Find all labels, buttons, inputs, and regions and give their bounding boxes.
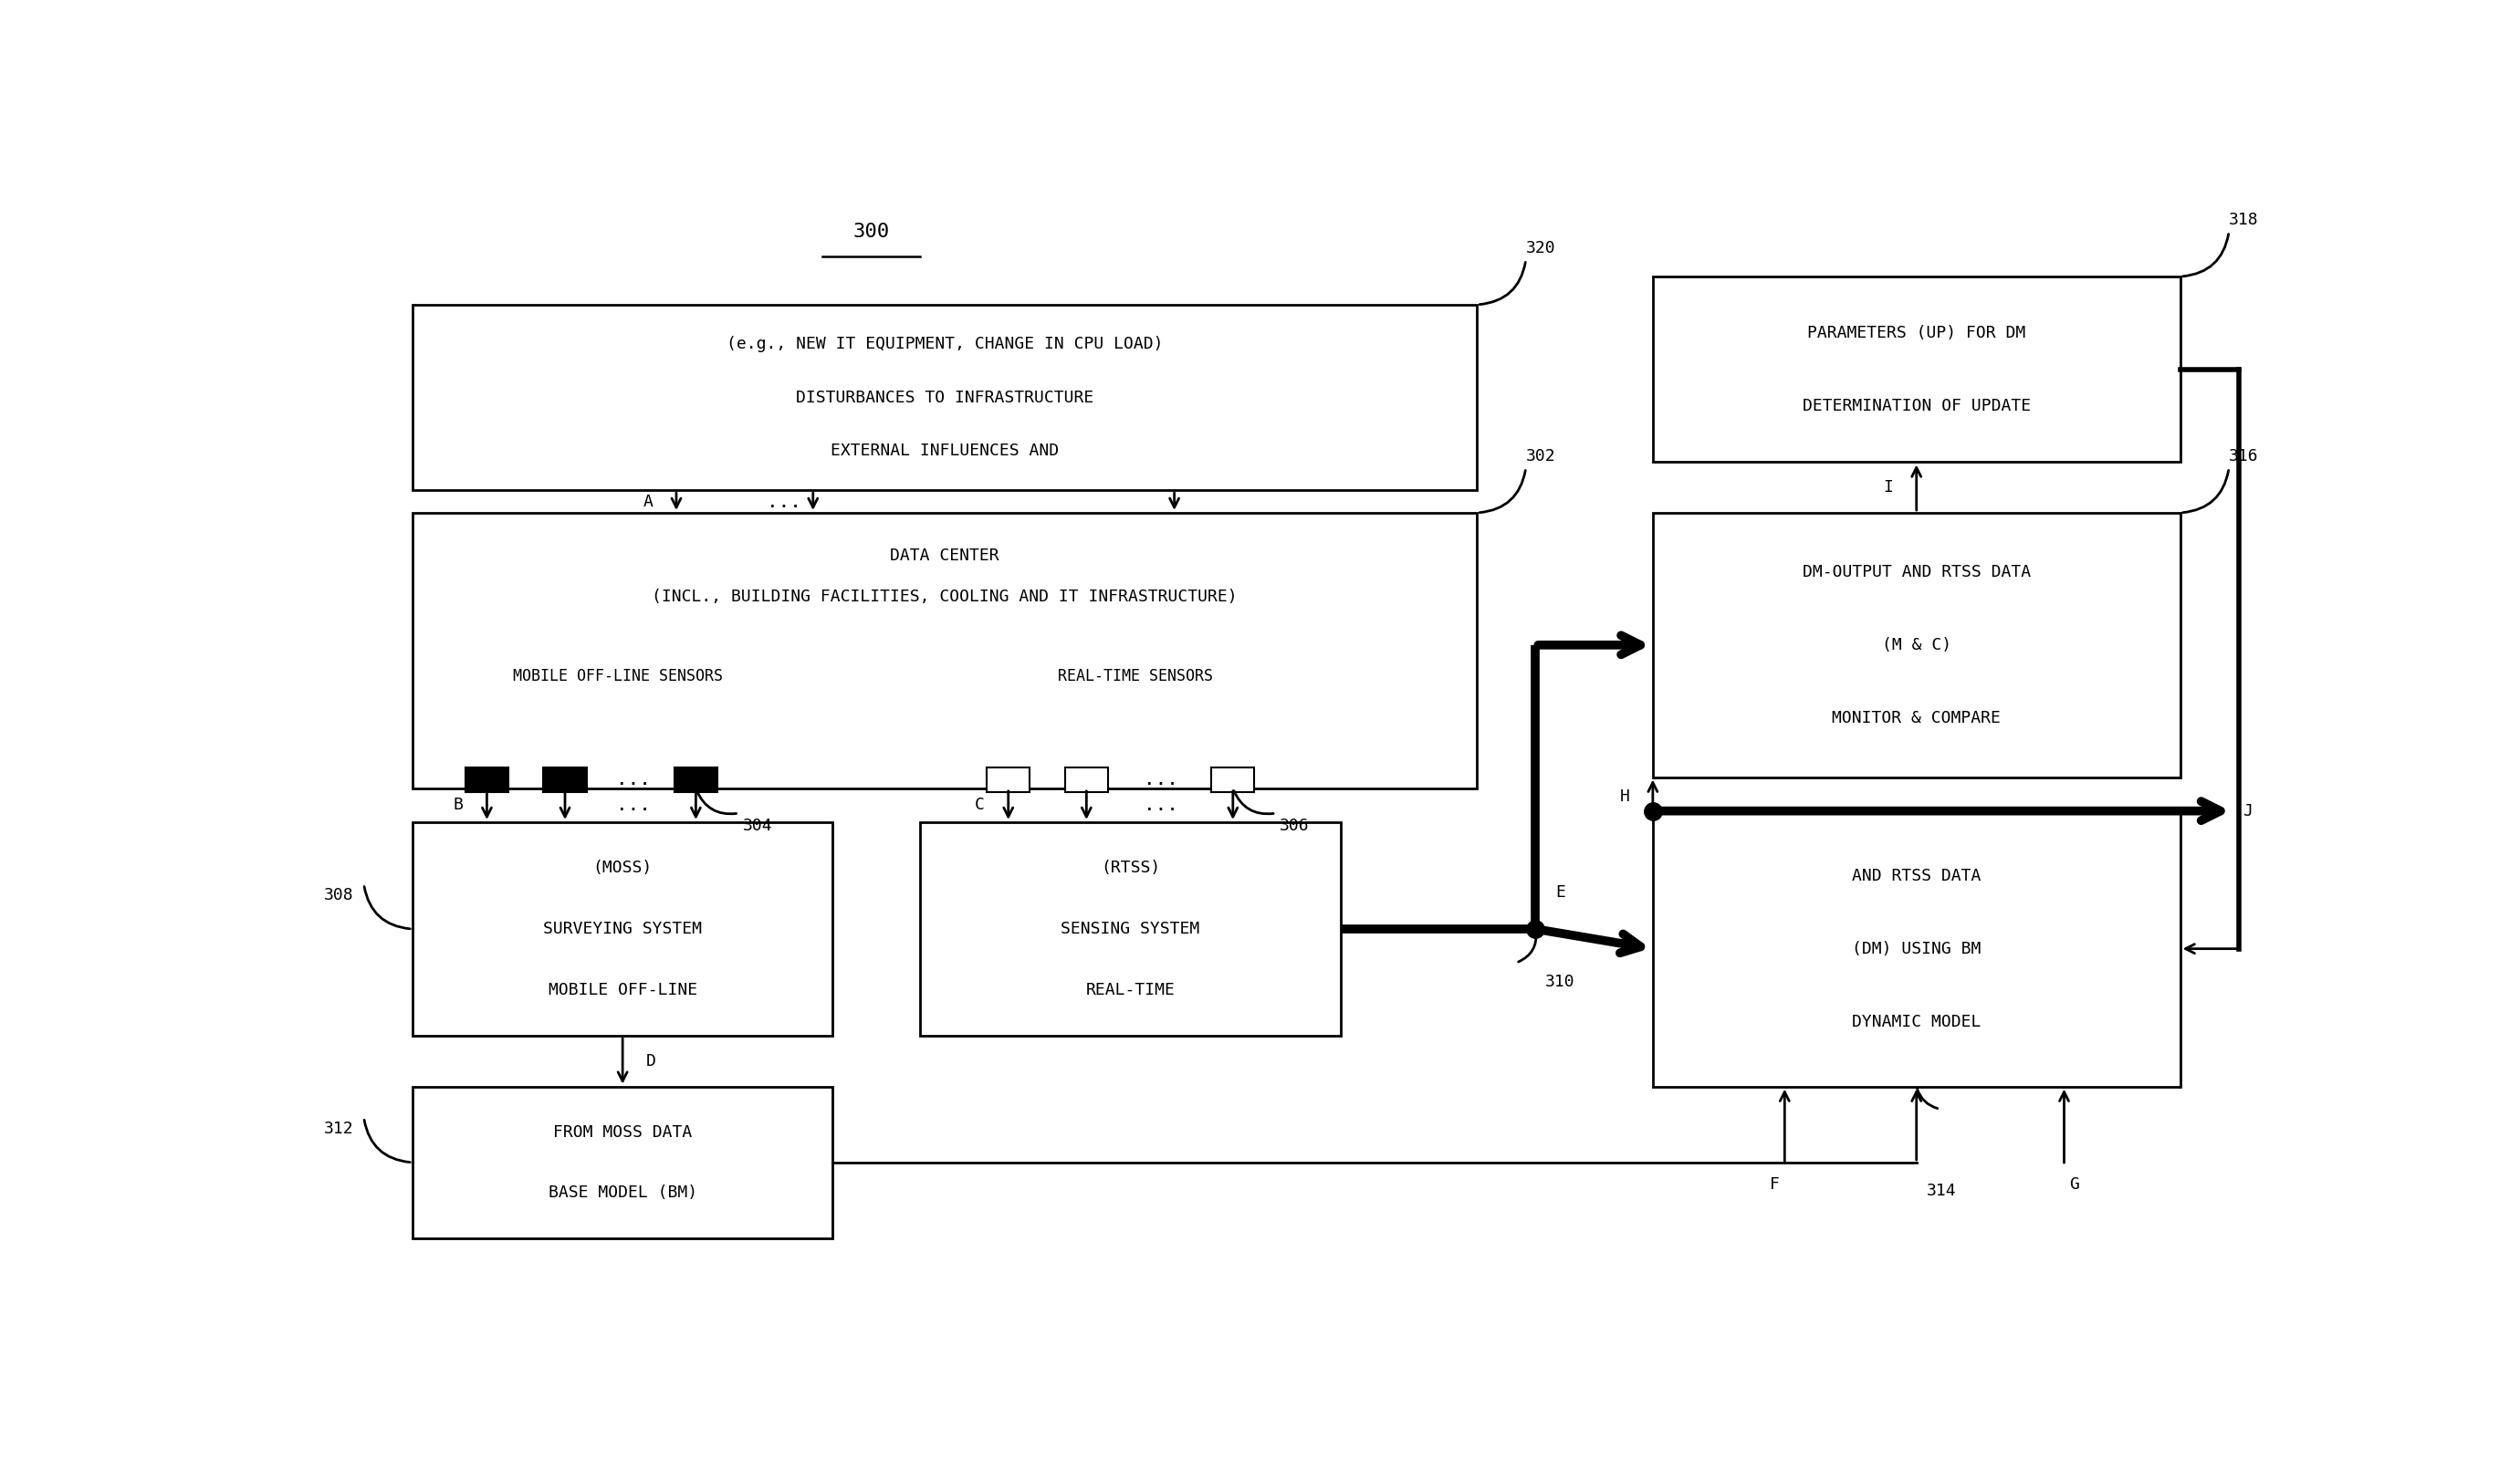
Text: D: D: [645, 1053, 655, 1069]
Text: DM-OUTPUT AND RTSS DATA: DM-OUTPUT AND RTSS DATA: [1802, 564, 2031, 580]
Text: EXTERNAL INFLUENCES AND: EXTERNAL INFLUENCES AND: [832, 443, 1058, 459]
Bar: [413, 305, 1477, 491]
Text: (MOSS): (MOSS): [592, 859, 653, 877]
Text: (RTSS): (RTSS): [1101, 859, 1159, 877]
Text: (INCL., BUILDING FACILITIES, COOLING AND IT INFRASTRUCTURE): (INCL., BUILDING FACILITIES, COOLING AND…: [653, 589, 1237, 605]
Text: DISTURBANCES TO INFRASTRUCTURE: DISTURBANCES TO INFRASTRUCTURE: [796, 389, 1094, 406]
Text: DYNAMIC MODEL: DYNAMIC MODEL: [1852, 1014, 1981, 1030]
Text: ...: ...: [1144, 770, 1177, 789]
Text: ...: ...: [615, 770, 650, 789]
Bar: [544, 767, 587, 792]
Text: 308: 308: [325, 887, 353, 903]
Text: E: E: [1555, 884, 1565, 901]
Bar: [920, 823, 1341, 1036]
Text: I: I: [1882, 479, 1893, 495]
Text: J: J: [2243, 802, 2253, 820]
Text: SENSING SYSTEM: SENSING SYSTEM: [1061, 920, 1200, 938]
Text: FROM MOSS DATA: FROM MOSS DATA: [552, 1124, 693, 1141]
Bar: [1653, 811, 2180, 1087]
Text: 300: 300: [854, 222, 890, 241]
Bar: [1653, 513, 2180, 777]
Text: 310: 310: [1545, 974, 1575, 991]
Text: REAL-TIME SENSORS: REAL-TIME SENSORS: [1058, 668, 1212, 684]
Bar: [675, 767, 718, 792]
Text: (M & C): (M & C): [1882, 637, 1950, 653]
Text: AND RTSS DATA: AND RTSS DATA: [1852, 868, 1981, 884]
Text: MOBILE OFF-LINE SENSORS: MOBILE OFF-LINE SENSORS: [512, 668, 723, 684]
Text: MOBILE OFF-LINE: MOBILE OFF-LINE: [549, 982, 698, 998]
Bar: [1212, 767, 1255, 792]
Text: DATA CENTER: DATA CENTER: [890, 548, 1000, 564]
Text: 302: 302: [1527, 449, 1555, 465]
Text: (DM) USING BM: (DM) USING BM: [1852, 941, 1981, 957]
Text: 306: 306: [1280, 818, 1310, 834]
Text: ...: ...: [766, 492, 801, 511]
Text: C: C: [975, 798, 985, 814]
Text: 314: 314: [1925, 1182, 1956, 1199]
Text: G: G: [2069, 1176, 2079, 1194]
Text: ...: ...: [615, 796, 650, 814]
Text: 320: 320: [1527, 240, 1555, 256]
Text: A: A: [643, 494, 653, 510]
Bar: [413, 823, 832, 1036]
Text: B: B: [454, 798, 464, 814]
Text: SURVEYING SYSTEM: SURVEYING SYSTEM: [544, 920, 703, 938]
Text: BASE MODEL (BM): BASE MODEL (BM): [549, 1185, 698, 1201]
Bar: [466, 767, 509, 792]
Bar: [1066, 767, 1109, 792]
Text: PARAMETERS (UP) FOR DM: PARAMETERS (UP) FOR DM: [1807, 324, 2026, 340]
Text: 312: 312: [325, 1121, 353, 1137]
Text: 318: 318: [2230, 212, 2258, 228]
Bar: [1653, 276, 2180, 462]
Text: DETERMINATION OF UPDATE: DETERMINATION OF UPDATE: [1802, 397, 2031, 413]
Bar: [413, 513, 1477, 789]
Text: 316: 316: [2230, 449, 2258, 465]
Text: (e.g., NEW IT EQUIPMENT, CHANGE IN CPU LOAD): (e.g., NEW IT EQUIPMENT, CHANGE IN CPU L…: [726, 336, 1164, 352]
Text: 304: 304: [743, 818, 774, 834]
Text: H: H: [1620, 789, 1630, 805]
Bar: [988, 767, 1031, 792]
Text: F: F: [1769, 1176, 1779, 1194]
Text: ...: ...: [1144, 796, 1177, 814]
Text: MONITOR & COMPARE: MONITOR & COMPARE: [1832, 710, 2001, 726]
Bar: [413, 1087, 832, 1239]
Text: REAL-TIME: REAL-TIME: [1086, 982, 1174, 998]
